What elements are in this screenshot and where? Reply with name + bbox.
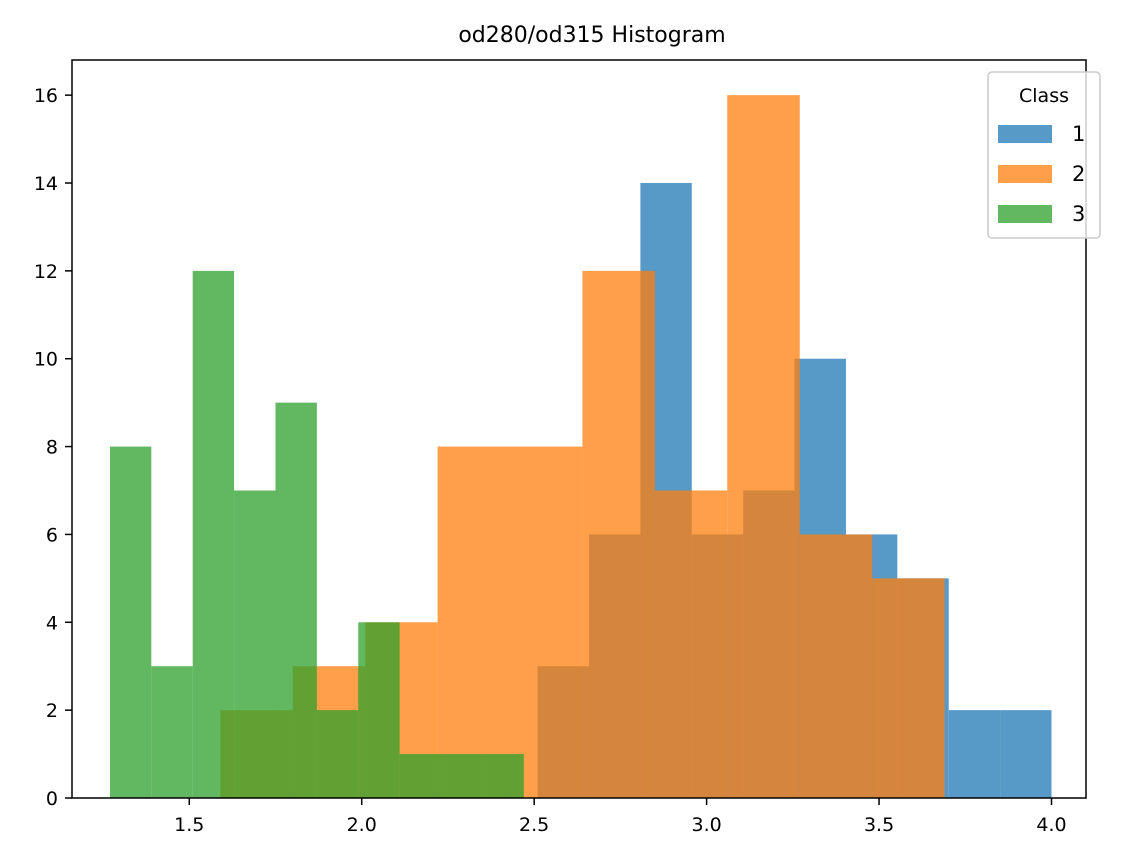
- x-tick-label: 2.0: [347, 814, 377, 836]
- plot-frame: [71, 59, 1087, 799]
- legend-label-2: 2: [1072, 162, 1085, 186]
- bar-class-3-bin-4: [234, 490, 276, 798]
- bar-class-3-bin-9: [441, 754, 483, 798]
- y-tick-label: 8: [46, 437, 58, 459]
- x-tick-label: 3.0: [692, 814, 722, 836]
- legend: Class 1 2 3: [987, 71, 1101, 239]
- legend-title: Class: [1019, 85, 1069, 107]
- y-tick-label: 14: [34, 173, 58, 195]
- legend-box: [987, 71, 1101, 239]
- y-tick-label: 6: [46, 524, 58, 546]
- bar-class-2-bin-4: [437, 446, 511, 798]
- legend-swatch-1: [998, 125, 1052, 143]
- x-tick-label: 1.5: [174, 814, 204, 836]
- bar-class-2-bin-7: [654, 490, 728, 798]
- x-tick-label: 4.0: [1036, 814, 1066, 836]
- bar-class-1-bin-9: [948, 710, 1001, 798]
- bar-class-2-bin-6: [582, 270, 655, 798]
- bar-class-2-bin-5: [510, 446, 583, 798]
- legend-swatch-3: [998, 205, 1052, 223]
- bar-class-1-bin-10: [1000, 710, 1052, 798]
- bar-class-3-bin-3: [192, 270, 235, 798]
- y-axis: 0 2 4 6 8 10 12 14 16: [34, 85, 72, 810]
- y-tick-label: 4: [46, 612, 58, 634]
- bar-class-3-bin-6: [316, 710, 359, 798]
- x-axis: 1.5 2.0 2.5 3.0 3.5 4.0: [174, 798, 1067, 836]
- legend-label-3: 3: [1072, 202, 1085, 226]
- x-tick-label: 3.5: [864, 814, 894, 836]
- bar-class-3-bin-1: [109, 446, 152, 798]
- bar-class-2-bin-8: [727, 95, 800, 798]
- bar-class-3-bin-10: [482, 754, 524, 798]
- y-tick-label: 2: [46, 700, 58, 722]
- y-tick-label: 12: [34, 261, 58, 283]
- bar-class-3-bin-5: [275, 402, 317, 798]
- bar-class-3-bin-2: [151, 666, 193, 798]
- histogram-bars: [109, 95, 1052, 798]
- bar-class-2-bin-9: [799, 534, 873, 798]
- legend-label-1: 1: [1072, 122, 1085, 146]
- legend-entries: 1 2 3: [998, 122, 1085, 226]
- bar-class-3-bin-8: [399, 754, 442, 798]
- y-tick-label: 0: [46, 788, 58, 810]
- chart-title: od280/od315 Histogram: [458, 23, 725, 48]
- x-tick-label: 2.5: [519, 814, 549, 836]
- y-tick-label: 10: [34, 349, 58, 371]
- y-tick-label: 16: [34, 85, 58, 107]
- legend-swatch-2: [998, 165, 1052, 183]
- bar-class-2-bin-10: [872, 578, 945, 798]
- bar-class-3-bin-7: [358, 622, 400, 798]
